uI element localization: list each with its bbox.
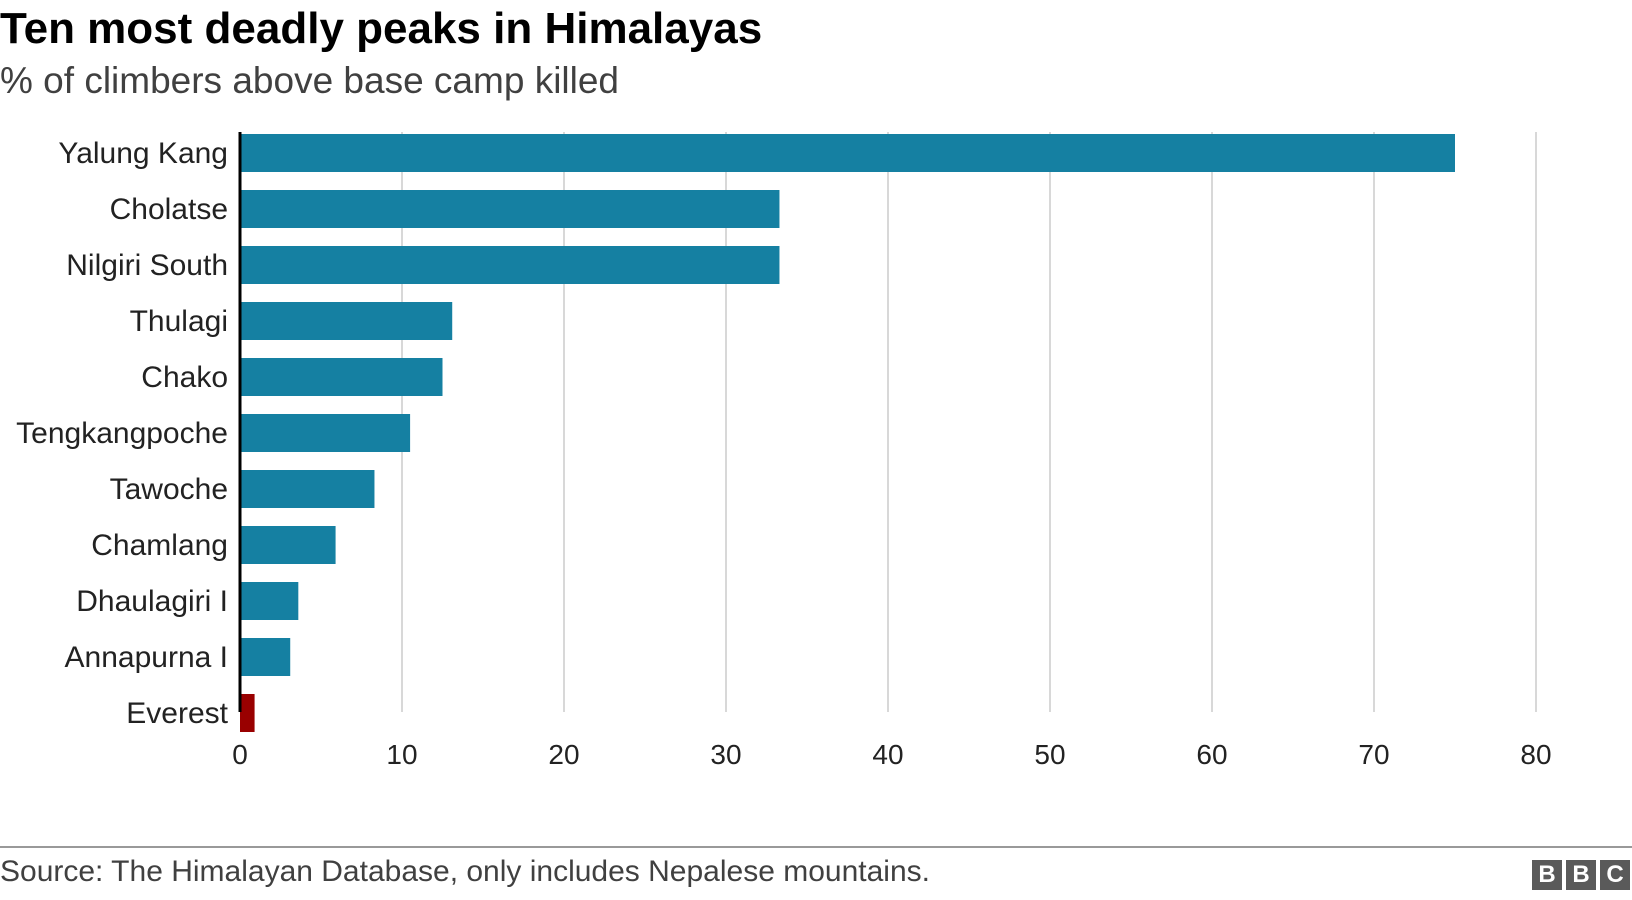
x-tick-label: 40 (872, 739, 903, 770)
category-label: Dhaulagiri I (76, 585, 228, 618)
logo-letter-b1: B (1532, 860, 1562, 890)
x-tick-label: 70 (1358, 739, 1389, 770)
bar-chako (240, 358, 443, 396)
category-label: Thulagi (130, 305, 228, 338)
bar-thulagi (240, 302, 453, 340)
category-label: Tengkangpoche (16, 417, 228, 450)
category-label: Nilgiri South (66, 249, 228, 282)
bar-tengkangpoche (240, 414, 411, 452)
bar-yalung-kang (240, 134, 1455, 172)
x-tick-label: 10 (386, 739, 417, 770)
bar-dhaulagiri-i (240, 582, 299, 620)
x-tick-label: 80 (1520, 739, 1551, 770)
category-label: Yalung Kang (58, 137, 228, 170)
category-label: Everest (126, 697, 228, 730)
bars (240, 134, 1455, 732)
x-tick-label: 60 (1196, 739, 1227, 770)
bbc-logo: B B C (1532, 860, 1630, 890)
logo-letter-b2: B (1566, 860, 1596, 890)
footer-divider (0, 846, 1632, 848)
gridlines (401, 132, 1537, 712)
logo-letter-c: C (1600, 860, 1630, 890)
source-note: Source: The Himalayan Database, only inc… (0, 855, 930, 888)
bar-chamlang (240, 526, 336, 564)
category-label: Chako (141, 361, 228, 394)
bar-everest (240, 694, 255, 732)
bar-annapurna-i (240, 638, 291, 676)
category-labels: Yalung Kang Cholatse Nilgiri South Thulagi C… (16, 137, 229, 730)
category-label: Chamlang (91, 529, 228, 562)
category-label: Cholatse (110, 193, 228, 226)
bar-cholatse (240, 190, 780, 228)
bar-nilgiri-south (240, 246, 780, 284)
x-tick-label: 20 (548, 739, 579, 770)
x-axis-ticks: 0 10 20 30 40 50 60 70 80 (232, 739, 1551, 770)
category-label: Tawoche (110, 473, 228, 506)
x-tick-label: 0 (232, 739, 248, 770)
x-tick-label: 30 (710, 739, 741, 770)
category-label: Annapurna I (65, 641, 228, 674)
chart-title: Ten most deadly peaks in Himalayas (0, 4, 763, 53)
chart-subtitle: % of climbers above base camp killed (0, 60, 620, 101)
bar-tawoche (240, 470, 375, 508)
x-tick-label: 50 (1034, 739, 1065, 770)
bar-chart: Yalung Kang Cholatse Nilgiri South Thulagi C… (16, 132, 1552, 770)
